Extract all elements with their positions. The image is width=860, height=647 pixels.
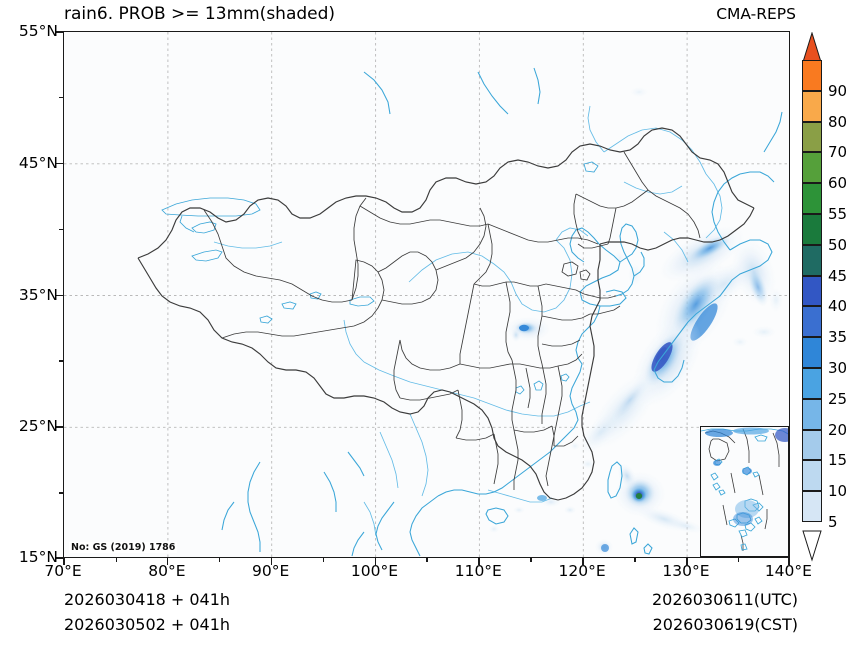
inset-precipitation [705, 427, 788, 526]
lakes [161, 161, 599, 395]
x-tick-label: 120°E [558, 562, 606, 580]
colorbar-tick-label: 60 [828, 174, 848, 193]
colorbar-segment[interactable] [802, 398, 822, 430]
footer-init-line-1: 2026030418 + 041h [64, 590, 231, 609]
colorbar-segment[interactable] [802, 491, 822, 522]
y-tick-label: 25°N [18, 417, 58, 436]
precipitation-shading [489, 87, 783, 555]
south-china-sea-inset[interactable] [700, 426, 789, 557]
colorbar-tick-label: 30 [828, 359, 848, 377]
colorbar-tick-label: 40 [828, 297, 848, 316]
colorbar-tick-label: 15 [828, 451, 848, 470]
y-tick-label: 15°N [18, 548, 58, 566]
x-tick-label: 70°E [44, 562, 82, 580]
colorbar-segment[interactable] [802, 460, 822, 492]
footer-valid-line-2: 2026030619(CST) [652, 615, 798, 634]
colorbar-tick-label: 35 [828, 328, 848, 347]
colorbar-tick-label: 45 [828, 266, 848, 285]
colorbar-tick-label: 90 [828, 81, 848, 100]
colorbar-tick-label: 55 [828, 205, 848, 223]
colorbar-segment[interactable] [802, 368, 822, 399]
colorbar-segment[interactable] [802, 244, 822, 276]
colorbar-segment[interactable] [802, 306, 822, 338]
inset-coastlines [701, 428, 788, 551]
x-tick-label: 140°E [764, 562, 812, 580]
colorbar-segment[interactable] [802, 152, 822, 184]
national-border [137, 127, 755, 501]
colorbar-segment[interactable] [802, 121, 822, 153]
y-tick-label: 35°N [18, 285, 58, 304]
colorbar-segment[interactable] [802, 337, 822, 368]
y-tick-label: 55°N [18, 22, 58, 40]
colorbar-tick-label: 25 [828, 389, 848, 408]
colorbar-segment[interactable] [802, 214, 822, 245]
map-permit-text: No: GS (2019) 1786 [69, 542, 178, 553]
model-label: CMA-REPS [716, 5, 796, 23]
page-title: rain6. PROB >= 13mm(shaded) [64, 4, 336, 24]
x-tick-label: 130°E [662, 562, 710, 580]
colorbar[interactable]: 90 80 70 60 55 50 45 40 35 30 25 20 15 10 5 [802, 32, 847, 562]
colorbar-segment[interactable] [802, 60, 822, 91]
colorbar-under-arrow [802, 530, 822, 562]
colorbar-segment[interactable] [802, 429, 822, 461]
colorbar-tick-label: 20 [828, 420, 848, 439]
colorbar-tick-label: 50 [828, 235, 848, 254]
x-tick-label: 80°E [148, 562, 186, 580]
colorbar-tick-label: 80 [828, 112, 848, 131]
rivers [213, 105, 723, 537]
colorbar-tick-label: 5 [828, 513, 838, 531]
province-boundaries [203, 151, 701, 490]
colorbar-segment[interactable] [802, 275, 822, 307]
colorbar-segment[interactable] [802, 183, 822, 214]
map-plot-area[interactable]: No: GS (2019) 1786 [63, 31, 790, 558]
colorbar-segment[interactable] [802, 90, 822, 122]
x-tick-label: 100°E [350, 562, 399, 580]
x-tick-label: 110°E [454, 562, 502, 580]
x-tick-label: 90°E [252, 562, 290, 580]
colorbar-tick-label: 70 [828, 143, 848, 162]
colorbar-tick-label: 10 [828, 482, 848, 501]
footer-init-line-2: 2026030502 + 041h [64, 615, 231, 634]
y-tick-label: 45°N [18, 153, 58, 172]
coastlines [221, 67, 783, 557]
footer-valid-line-1: 2026030611(UTC) [652, 590, 798, 609]
